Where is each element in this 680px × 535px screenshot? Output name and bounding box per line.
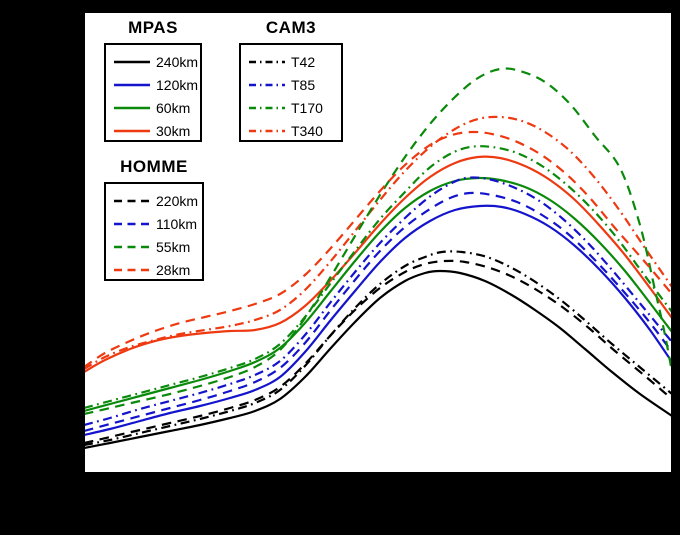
line-sample-dashdot-icon	[249, 129, 285, 132]
line-sample-dashed-icon	[114, 268, 150, 271]
line-sample-solid-icon	[114, 83, 150, 86]
legend-label: 28km	[156, 261, 191, 278]
legend-entry-homme-28km: 28km	[113, 258, 202, 281]
legend-entry-mpas-30km: 30km	[113, 119, 200, 142]
line-sample-dashdot-icon	[249, 106, 285, 109]
legend-box-mpas: 240km 120km 60km 30km	[104, 43, 202, 142]
legend-entry-mpas-60km: 60km	[113, 96, 200, 119]
line-sample-solid-icon	[114, 60, 150, 63]
line-sample-dashdot-icon	[249, 60, 285, 63]
line-sample-dashed-icon	[114, 199, 150, 202]
legend-title-mpas: MPAS	[128, 18, 178, 37]
legend-entry-mpas-240km: 240km	[113, 50, 200, 73]
legend-entry-mpas-120km: 120km	[113, 73, 200, 96]
line-sample-solid-icon	[114, 129, 150, 132]
plot-frame	[83, 11, 673, 474]
legend-title-cam3: CAM3	[265, 18, 317, 37]
curve-mpas-60km	[84, 176, 672, 413]
curve-mpas-30km	[84, 155, 672, 373]
legend-label: T170	[291, 99, 323, 116]
curves-layer	[84, 67, 672, 450]
legend-label: T42	[291, 53, 316, 70]
curve-mpas-120km	[84, 204, 672, 437]
legend-label: 220km	[156, 192, 199, 209]
legend-label: 110km	[156, 215, 197, 232]
line-sample-solid-icon	[114, 106, 150, 109]
line-sample-dashed-icon	[114, 222, 150, 225]
legend-label: T340	[291, 122, 323, 139]
curve-cam3-t170	[84, 145, 672, 410]
legend-box-cam3: T42 T85 T170 T340	[239, 43, 343, 142]
legend-entry-homme-110km: 110km	[113, 212, 202, 235]
legend-label: 120km	[156, 76, 199, 93]
legend-label: 240km	[156, 53, 199, 70]
legend-title-homme: HOMME	[120, 157, 188, 176]
legend-label: 30km	[156, 122, 191, 139]
legend-label: 60km	[156, 99, 191, 116]
curve-homme-28km	[84, 130, 672, 368]
curve-cam3-t42	[84, 250, 672, 447]
legend-entry-cam3-t340: T340	[248, 119, 341, 142]
curve-cam3-t85	[84, 176, 672, 427]
legend-label: T85	[291, 76, 316, 93]
line-sample-dashdot-icon	[249, 83, 285, 86]
curve-homme-110km	[84, 191, 672, 433]
curve-cam3-t340	[84, 115, 672, 370]
line-sample-dashed-icon	[114, 245, 150, 248]
legend-entry-cam3-t85: T85	[248, 73, 341, 96]
legend-entry-cam3-t42: T42	[248, 50, 341, 73]
legend-entry-homme-220km: 220km	[113, 189, 202, 212]
legend-label: 55km	[156, 238, 191, 255]
legend-entry-homme-55km: 55km	[113, 235, 202, 258]
curve-mpas-240km	[84, 269, 672, 450]
legend-box-homme: 220km 110km 55km 28km	[104, 182, 204, 281]
curve-homme-220km	[84, 259, 672, 445]
legend-entry-cam3-t170: T170	[248, 96, 341, 119]
